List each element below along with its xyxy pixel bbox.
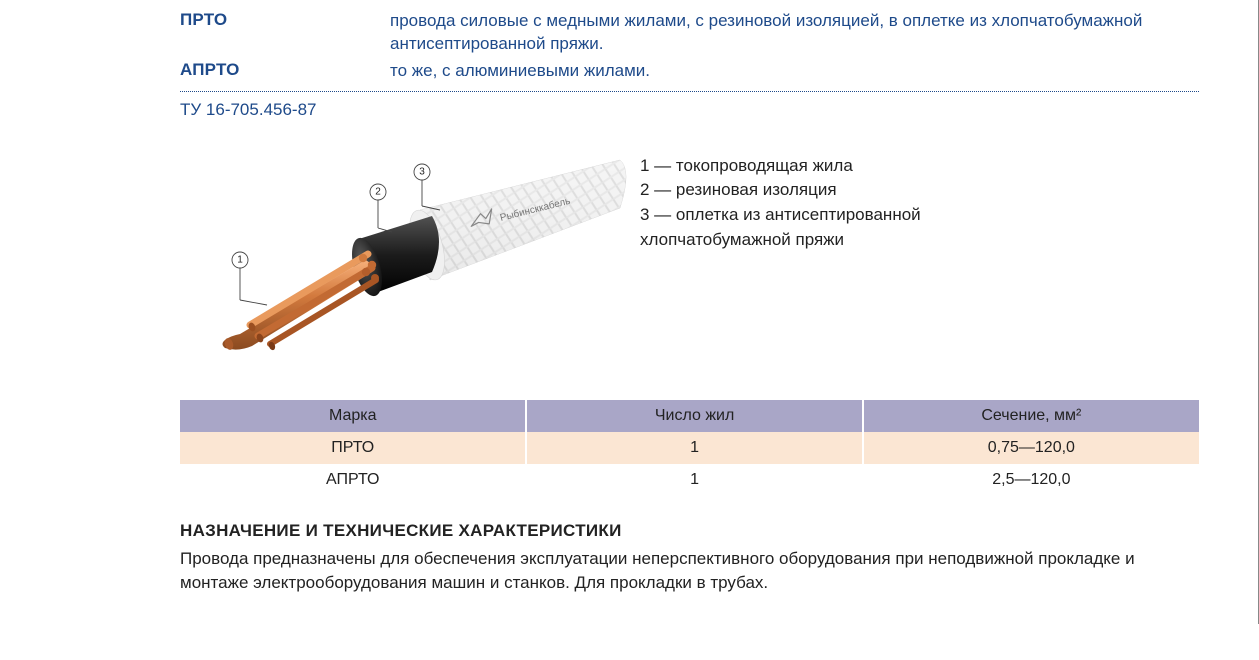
svg-text:3: 3: [419, 166, 425, 177]
legend-line: хлопчатобумажной пряжи: [640, 228, 1199, 253]
cable-body: Рыбинсккабель: [223, 160, 627, 351]
cable-diagram: Рыбинсккабель 1 2 3: [180, 150, 640, 370]
definitions-block: ПРТО провода силовые с медными жилами, с…: [180, 10, 1199, 83]
table-cell: ПРТО: [180, 432, 526, 464]
table-header-cell: Сечение, мм²: [863, 400, 1199, 432]
diagram-row: Рыбинсккабель 1 2 3: [180, 150, 1199, 370]
table-cell: АПРТО: [180, 464, 526, 496]
definition-desc: провода силовые с медными жилами, с рези…: [390, 10, 1199, 56]
table-header-row: Марка Число жил Сечение, мм²: [180, 400, 1199, 432]
callout-1: 1: [232, 252, 267, 305]
section-heading: НАЗНАЧЕНИЕ И ТЕХНИЧЕСКИЕ ХАРАКТЕРИСТИКИ: [180, 521, 1199, 541]
svg-text:2: 2: [375, 186, 381, 197]
table-cell: 2,5—120,0: [863, 464, 1199, 496]
legend-line: 2 — резиновая изоляция: [640, 178, 1199, 203]
table-header-cell: Число жил: [526, 400, 862, 432]
table-cell: 0,75—120,0: [863, 432, 1199, 464]
legend-line: 3 — оплетка из антисептированной: [640, 203, 1199, 228]
definition-row: ПРТО провода силовые с медными жилами, с…: [180, 10, 1199, 56]
definition-row: АПРТО то же, с алюминиевыми жилами.: [180, 60, 1199, 83]
table-cell: 1: [526, 432, 862, 464]
table-header-cell: Марка: [180, 400, 526, 432]
legend-line: 1 — токопроводящая жила: [640, 154, 1199, 179]
definition-term: АПРТО: [180, 60, 390, 80]
svg-text:1: 1: [237, 254, 243, 265]
diagram-legend: 1 — токопроводящая жила 2 — резиновая из…: [640, 150, 1199, 253]
cable-svg: Рыбинсккабель 1 2 3: [180, 150, 640, 370]
copper-strands: [223, 254, 380, 351]
table-row: ПРТО 1 0,75—120,0: [180, 432, 1199, 464]
table-row: АПРТО 1 2,5—120,0: [180, 464, 1199, 496]
callout-3: 3: [414, 164, 440, 210]
section-body: Провода предназначены для обеспечения эк…: [180, 547, 1199, 595]
table-cell: 1: [526, 464, 862, 496]
definition-term: ПРТО: [180, 10, 390, 30]
definition-desc: то же, с алюминиевыми жилами.: [390, 60, 1199, 83]
dotted-divider: [180, 91, 1199, 92]
tu-spec: ТУ 16-705.456-87: [180, 100, 1199, 120]
spec-table: Марка Число жил Сечение, мм² ПРТО 1 0,75…: [180, 400, 1199, 496]
page: ПРТО провода силовые с медными жилами, с…: [0, 0, 1259, 624]
callout-2: 2: [370, 184, 392, 232]
